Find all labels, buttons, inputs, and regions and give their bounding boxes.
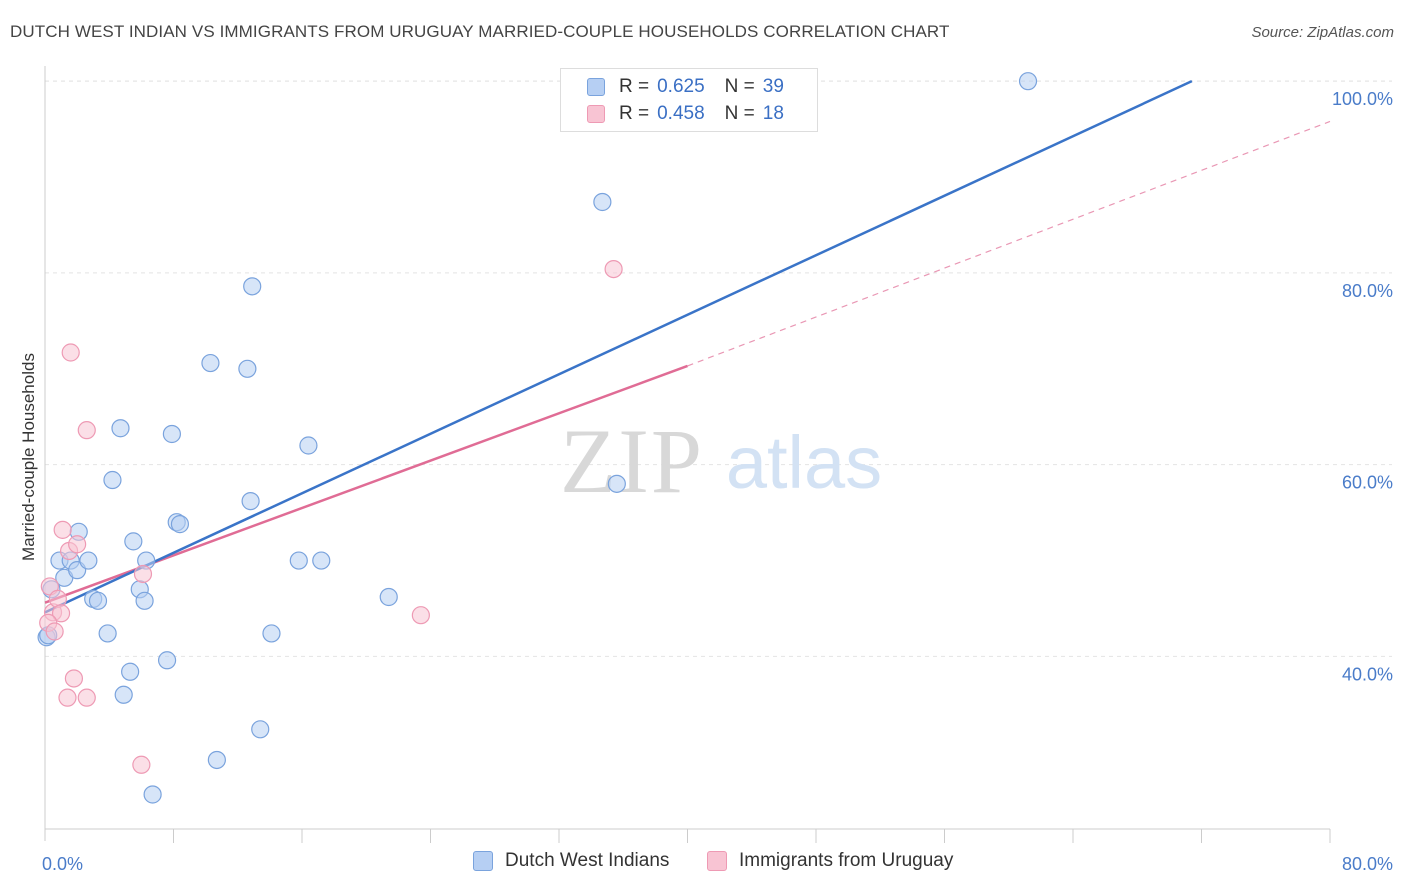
r-label: R = [619, 76, 650, 97]
data-point-dutch-west-indians [143, 785, 162, 804]
data-point-dutch-west-indians [241, 492, 260, 511]
legend-stats-row-pink: R = 0.458 N = 18 [587, 102, 784, 126]
data-point-immigrants-from-uruguay [64, 669, 84, 688]
data-point-immigrants-from-uruguay [77, 421, 96, 440]
n-label: N = [724, 103, 755, 124]
data-point-dutch-west-indians [201, 353, 220, 373]
legend-series: Dutch West Indians Immigrants from Urugu… [0, 850, 1406, 878]
legend-stats: R = 0.625 N = 39 R = 0.458 N = 18 [560, 68, 818, 132]
data-point-immigrants-from-uruguay [51, 604, 71, 623]
n-label: N = [724, 76, 755, 97]
chart-title: DUTCH WEST INDIAN VS IMMIGRANTS FROM URU… [10, 22, 950, 41]
data-point-immigrants-from-uruguay [604, 259, 623, 279]
legend-stats-row-blue: R = 0.625 N = 39 [587, 75, 784, 99]
data-point-dutch-west-indians [251, 720, 270, 739]
data-point-immigrants-from-uruguay [58, 688, 77, 707]
data-point-dutch-west-indians [312, 551, 331, 570]
blue-swatch [473, 851, 493, 871]
data-point-dutch-west-indians [114, 685, 133, 704]
blue-swatch [587, 78, 605, 96]
data-point-dutch-west-indians [262, 624, 281, 643]
source-label: Source: ZipAtlas.com [1251, 24, 1394, 41]
data-point-immigrants-from-uruguay [132, 755, 151, 774]
pink-swatch [707, 851, 727, 871]
data-point-dutch-west-indians [238, 359, 257, 378]
trendlines [44, 80, 1331, 614]
trendline-dutch-west-indians [44, 80, 1193, 614]
data-point-immigrants-from-uruguay [53, 520, 72, 539]
data-point-dutch-west-indians [121, 662, 140, 681]
data-point-dutch-west-indians [103, 470, 122, 490]
r-value: 0.458 [657, 103, 705, 124]
data-point-dutch-west-indians [243, 277, 262, 296]
data-point-dutch-west-indians [607, 474, 626, 493]
y-axis-label: Married-couple Households [19, 353, 38, 561]
data-point-dutch-west-indians [593, 192, 612, 212]
series-immigrants-from-uruguay [39, 259, 623, 774]
legend-item-immigrants-from-uruguay[interactable]: Immigrants from Uruguay [707, 850, 953, 872]
n-value: 18 [762, 103, 784, 124]
y-tick-label: 80.0% [1342, 281, 1393, 301]
data-point-dutch-west-indians [135, 591, 154, 610]
y-tick-label: 100.0% [1332, 89, 1393, 109]
data-point-immigrants-from-uruguay [45, 622, 64, 641]
y-tick-label: 60.0% [1342, 473, 1393, 493]
data-point-dutch-west-indians [124, 532, 143, 551]
series-dutch-west-indians [37, 72, 1038, 804]
data-point-dutch-west-indians [207, 750, 226, 770]
data-point-dutch-west-indians [111, 419, 130, 438]
r-value: 0.625 [657, 76, 705, 97]
tick-labels: 40.0% 60.0% 80.0% 100.0% 0.0% 80.0% [42, 89, 1393, 874]
x-tick-label: 0.0% [42, 854, 83, 874]
data-point-immigrants-from-uruguay [68, 535, 87, 554]
axes [44, 66, 1331, 843]
watermark-atlas: atlas [726, 421, 882, 504]
data-point-dutch-west-indians [157, 651, 177, 670]
trendline-uruguay-extension [687, 120, 1331, 367]
data-point-dutch-west-indians [1018, 72, 1038, 91]
x-tick-label: 80.0% [1342, 854, 1393, 874]
pink-swatch [587, 105, 605, 123]
data-point-immigrants-from-uruguay [411, 606, 430, 625]
y-tick-label: 40.0% [1342, 664, 1393, 684]
data-point-immigrants-from-uruguay [77, 688, 96, 707]
data-point-dutch-west-indians [299, 436, 318, 455]
legend-label: Dutch West Indians [505, 850, 670, 871]
data-point-dutch-west-indians [162, 424, 181, 444]
r-label: R = [619, 103, 650, 124]
legend-label: Immigrants from Uruguay [739, 850, 954, 871]
data-point-immigrants-from-uruguay [133, 564, 153, 584]
data-point-dutch-west-indians [289, 551, 308, 570]
data-point-dutch-west-indians [88, 591, 108, 610]
data-point-dutch-west-indians [170, 515, 190, 534]
legend-item-dutch-west-indians[interactable]: Dutch West Indians [473, 850, 669, 872]
data-point-immigrants-from-uruguay [61, 343, 80, 362]
data-point-dutch-west-indians [98, 624, 117, 643]
n-value: 39 [762, 76, 784, 97]
watermark-zip: ZIP [560, 410, 704, 512]
data-point-dutch-west-indians [79, 551, 98, 570]
data-point-dutch-west-indians [379, 587, 398, 607]
